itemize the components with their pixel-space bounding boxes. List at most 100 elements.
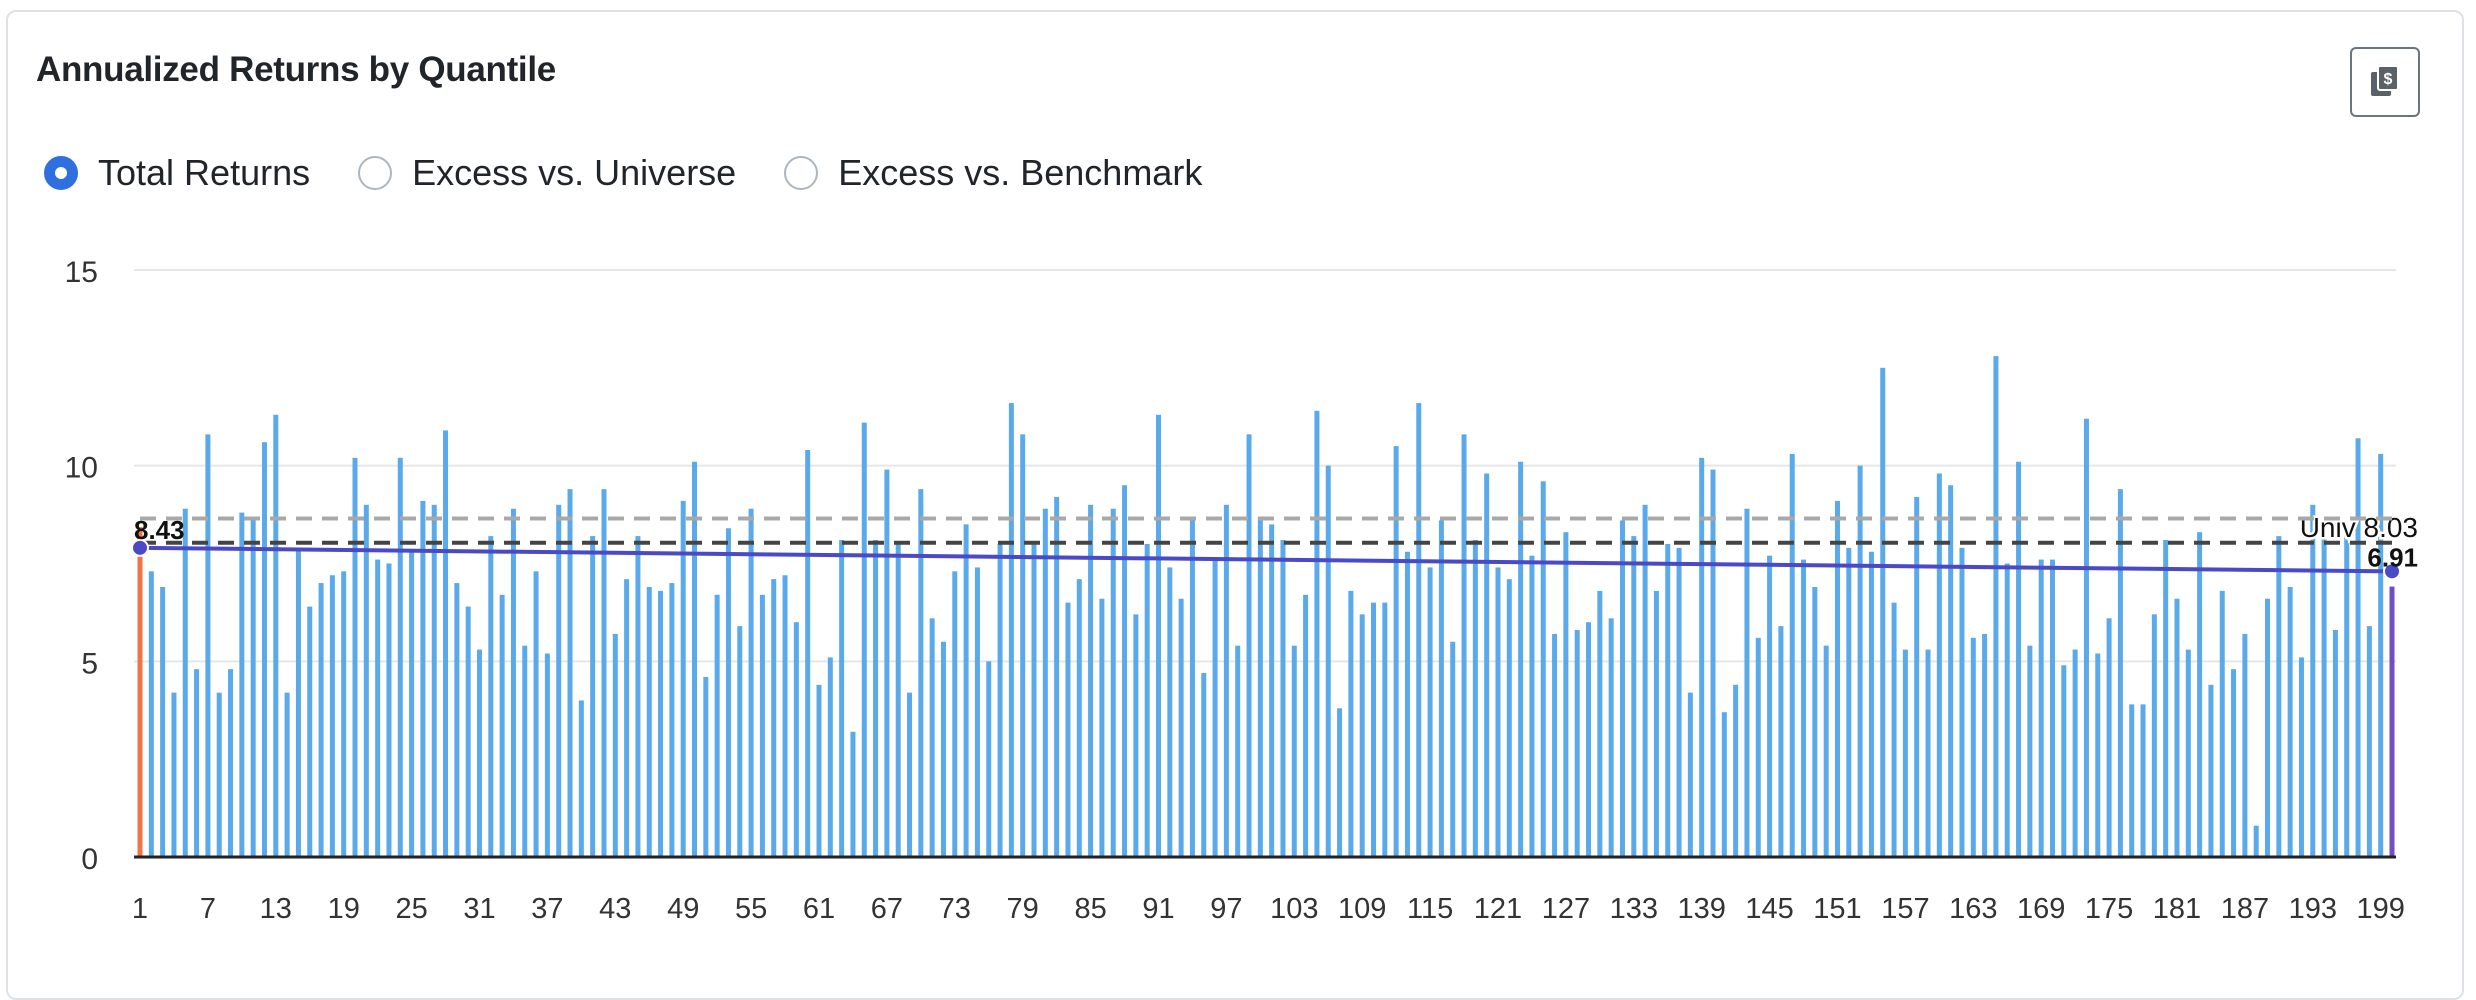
bar bbox=[2389, 586, 2395, 857]
bars bbox=[137, 356, 2395, 857]
bar bbox=[295, 547, 301, 857]
x-tick-label: 79 bbox=[1007, 893, 1039, 925]
x-tick-label: 7 bbox=[200, 893, 216, 925]
bar bbox=[1552, 633, 1558, 857]
bar bbox=[1167, 567, 1173, 857]
bar bbox=[635, 536, 641, 857]
bar bbox=[1834, 500, 1840, 857]
radio-circle-checked[interactable] bbox=[44, 156, 78, 190]
radio-excess-vs-benchmark[interactable]: Excess vs. Benchmark bbox=[784, 152, 1202, 194]
bar bbox=[1721, 712, 1727, 857]
first-value-label: 8.43 bbox=[134, 515, 185, 545]
bar bbox=[329, 575, 335, 857]
bar bbox=[884, 469, 890, 857]
bar bbox=[284, 692, 290, 857]
x-tick-label: 181 bbox=[2153, 893, 2201, 925]
bar bbox=[1054, 496, 1060, 857]
bar bbox=[1031, 543, 1037, 857]
bar bbox=[2310, 504, 2316, 857]
bar bbox=[194, 669, 200, 857]
bar bbox=[759, 594, 765, 857]
bar bbox=[2219, 590, 2225, 857]
bar bbox=[646, 586, 652, 857]
x-tick-label: 169 bbox=[2017, 893, 2065, 925]
bar bbox=[2106, 618, 2112, 857]
x-axis: 1 7 13 19 25 31 37 43 49 55 61 67 73 79 85 91 97 103 109 11… bbox=[132, 855, 2405, 925]
bar bbox=[2174, 598, 2180, 857]
bar bbox=[2242, 633, 2248, 857]
bar bbox=[1008, 403, 1014, 857]
bar bbox=[386, 563, 392, 857]
bar bbox=[2027, 645, 2033, 857]
bar bbox=[2163, 540, 2169, 857]
bar bbox=[748, 508, 754, 857]
bar bbox=[182, 508, 188, 857]
bar bbox=[1563, 532, 1569, 857]
bar bbox=[692, 461, 698, 857]
radio-excess-vs-universe[interactable]: Excess vs. Universe bbox=[358, 152, 736, 194]
copy-button[interactable]: $ bbox=[2350, 47, 2420, 117]
bar bbox=[2366, 626, 2372, 857]
trend-start-point bbox=[131, 538, 149, 557]
bar bbox=[1631, 536, 1637, 857]
radio-label: Excess vs. Benchmark bbox=[838, 152, 1203, 193]
bar bbox=[2095, 653, 2101, 857]
radio-label: Total Returns bbox=[98, 152, 311, 193]
bar bbox=[1880, 367, 1886, 857]
bar bbox=[544, 653, 550, 857]
bar bbox=[1280, 540, 1286, 857]
bar bbox=[239, 512, 245, 857]
bar bbox=[1042, 508, 1048, 857]
bar bbox=[522, 645, 528, 857]
radio-circle[interactable] bbox=[358, 156, 393, 190]
bar bbox=[1155, 414, 1161, 857]
x-tick-label: 19 bbox=[328, 893, 360, 925]
bar bbox=[1857, 465, 1863, 857]
radio-total-returns[interactable]: Total Returns bbox=[44, 152, 310, 194]
bar bbox=[2253, 825, 2259, 857]
bar bbox=[1246, 434, 1252, 857]
bar bbox=[1269, 524, 1275, 857]
x-tick-label: 199 bbox=[2356, 893, 2404, 925]
trend-line bbox=[131, 538, 2401, 581]
radio-circle[interactable] bbox=[784, 156, 819, 190]
x-tick-label: 133 bbox=[1610, 893, 1658, 925]
x-tick-label: 187 bbox=[2221, 893, 2269, 925]
bar bbox=[1257, 516, 1263, 857]
x-tick-label: 13 bbox=[260, 893, 292, 925]
x-tick-label: 139 bbox=[1677, 893, 1725, 925]
bar bbox=[850, 731, 856, 857]
bar bbox=[1337, 708, 1343, 857]
trend-line-path bbox=[139, 545, 2393, 574]
bar bbox=[2378, 453, 2384, 857]
bar bbox=[1325, 465, 1331, 857]
bar bbox=[612, 633, 618, 857]
bar bbox=[273, 414, 279, 857]
bar bbox=[1371, 602, 1377, 857]
bar bbox=[454, 583, 460, 857]
bar bbox=[409, 551, 415, 857]
bar bbox=[578, 700, 584, 857]
universe-line-label: Univ 8.03 bbox=[2300, 512, 2418, 543]
bar bbox=[1020, 434, 1026, 857]
bar bbox=[205, 434, 211, 857]
bar bbox=[1088, 504, 1094, 857]
x-tick-label: 157 bbox=[1881, 893, 1929, 925]
bar bbox=[1178, 598, 1184, 857]
bar bbox=[488, 536, 494, 857]
bar bbox=[1846, 547, 1852, 857]
bar bbox=[1529, 555, 1535, 857]
bar bbox=[2344, 536, 2350, 857]
bar bbox=[1597, 590, 1603, 857]
bar bbox=[1427, 567, 1433, 857]
bar bbox=[567, 489, 573, 857]
bar bbox=[771, 579, 777, 857]
bar bbox=[2321, 532, 2327, 857]
bar bbox=[1404, 551, 1410, 857]
bar bbox=[1868, 551, 1874, 857]
bar bbox=[431, 504, 437, 857]
bar bbox=[1959, 547, 1965, 857]
bar bbox=[1574, 630, 1580, 857]
bar bbox=[2038, 559, 2044, 857]
bar bbox=[839, 540, 845, 857]
